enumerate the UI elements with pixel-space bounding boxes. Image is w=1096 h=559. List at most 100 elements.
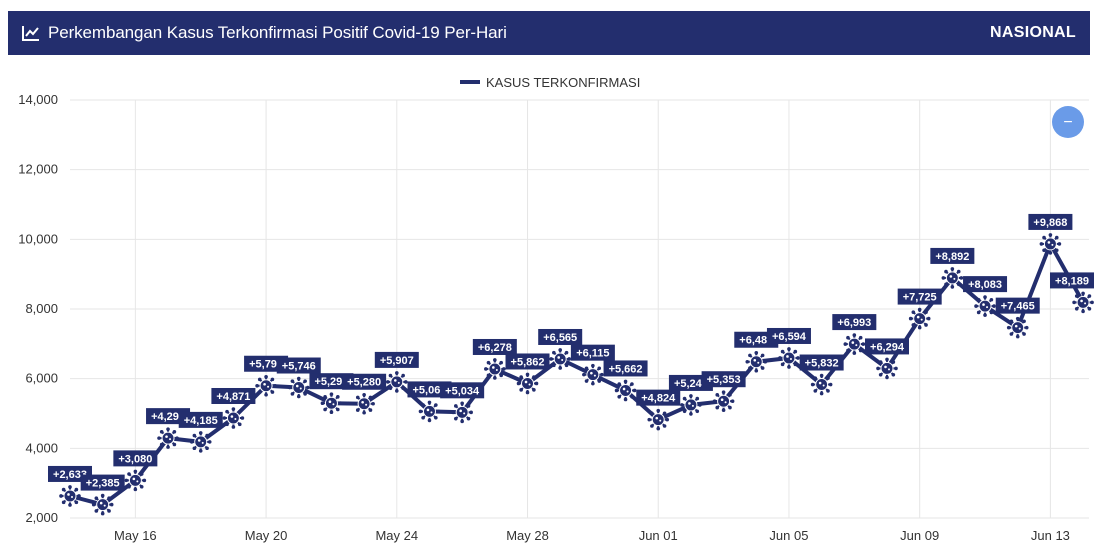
virus-marker-icon[interactable] bbox=[1039, 233, 1062, 255]
axis-labels: 2,000 4,000 6,000 8,000 10,000 12,000 14,000 Ma… bbox=[18, 92, 1070, 543]
legend[interactable]: KASUS TERKONFIRMASI bbox=[460, 75, 640, 90]
data-label-text: +5,907 bbox=[380, 355, 414, 367]
virus-marker-icon[interactable] bbox=[189, 431, 212, 453]
data-label-text: +6,294 bbox=[870, 341, 905, 353]
data-label: +6,993 bbox=[832, 314, 877, 331]
data-label-text: +5,280 bbox=[347, 377, 381, 389]
data-label-text: +7,725 bbox=[903, 292, 937, 304]
virus-marker-icon[interactable] bbox=[810, 373, 833, 396]
data-label: +7,465 bbox=[995, 297, 1040, 314]
data-label-text: +5,246 bbox=[674, 378, 708, 390]
legend-swatch bbox=[460, 80, 480, 84]
y-tick-label: 10,000 bbox=[18, 231, 58, 246]
data-label: +6,565 bbox=[538, 328, 583, 345]
data-label: +5,746 bbox=[276, 357, 321, 374]
data-label: +5,907 bbox=[374, 351, 419, 368]
x-tick-label: Jun 09 bbox=[900, 528, 939, 543]
virus-marker-icon[interactable] bbox=[908, 307, 931, 330]
series-line bbox=[69, 241, 1085, 507]
virus-marker-icon[interactable] bbox=[222, 407, 245, 429]
virus-marker-icon[interactable] bbox=[353, 392, 375, 415]
data-label-text: +5,060 bbox=[413, 384, 447, 396]
virus-marker-icon[interactable] bbox=[484, 358, 506, 380]
virus-marker-icon[interactable] bbox=[941, 267, 964, 289]
data-label: +9,868 bbox=[1028, 213, 1073, 230]
grid-lines bbox=[70, 99, 1089, 519]
x-tick-label: May 16 bbox=[114, 528, 157, 543]
data-label-text: +6,594 bbox=[772, 331, 807, 343]
data-label: +4,824 bbox=[636, 389, 681, 406]
data-label-text: +8,083 bbox=[968, 279, 1002, 291]
data-label-text: +8,892 bbox=[935, 251, 969, 263]
data-label-text: +5,034 bbox=[445, 385, 480, 397]
zoom-out-button[interactable]: − bbox=[1052, 106, 1084, 138]
virus-marker-icon[interactable] bbox=[157, 427, 179, 449]
virus-marker-icon[interactable] bbox=[614, 379, 637, 402]
series-path bbox=[69, 241, 1085, 507]
data-label-text: +2,385 bbox=[86, 478, 120, 490]
data-label: +8,189 bbox=[1050, 272, 1094, 289]
legend-label: KASUS TERKONFIRMASI bbox=[486, 75, 640, 90]
virus-marker-icon[interactable] bbox=[386, 371, 408, 393]
x-tick-label: Jun 13 bbox=[1031, 528, 1070, 543]
data-label: +6,594 bbox=[766, 327, 811, 344]
virus-marker-icon[interactable] bbox=[876, 357, 898, 380]
data-label: +4,185 bbox=[178, 411, 223, 428]
virus-marker-icon[interactable] bbox=[778, 347, 800, 369]
data-label: +8,083 bbox=[963, 276, 1008, 293]
y-tick-label: 2,000 bbox=[25, 510, 58, 525]
chart-header: Perkembangan Kasus Terkonfirmasi Positif… bbox=[8, 11, 1090, 55]
data-label-text: +5,832 bbox=[805, 358, 839, 370]
x-tick-label: May 28 bbox=[506, 528, 549, 543]
virus-marker-icon[interactable] bbox=[451, 401, 473, 424]
y-tick-label: 6,000 bbox=[25, 371, 58, 386]
virus-marker-icon[interactable] bbox=[516, 372, 539, 395]
header-title-group: Perkembangan Kasus Terkonfirmasi Positif… bbox=[22, 23, 507, 43]
virus-marker-icon[interactable] bbox=[1006, 316, 1029, 339]
virus-marker-icon[interactable] bbox=[124, 469, 147, 492]
virus-marker-icon[interactable] bbox=[843, 333, 866, 355]
virus-marker-icon[interactable] bbox=[320, 392, 343, 414]
virus-marker-icon[interactable] bbox=[287, 376, 310, 399]
data-label: +4,871 bbox=[211, 387, 256, 404]
virus-marker-icon[interactable] bbox=[712, 390, 735, 413]
data-label: +6,278 bbox=[472, 338, 517, 355]
data-label: +5,862 bbox=[505, 353, 550, 370]
data-label-text: +5,662 bbox=[609, 363, 643, 375]
data-label: +7,725 bbox=[897, 288, 942, 305]
data-label-text: +6,565 bbox=[543, 332, 577, 344]
region-label: NASIONAL bbox=[990, 24, 1076, 41]
chart-title: Perkembangan Kasus Terkonfirmasi Positif… bbox=[48, 23, 507, 42]
data-label-text: +7,465 bbox=[1001, 301, 1035, 313]
virus-marker-icon[interactable] bbox=[974, 295, 996, 317]
data-label: +6,115 bbox=[570, 344, 615, 361]
data-label: +5,034 bbox=[440, 382, 485, 399]
data-label-text: +6,993 bbox=[837, 317, 871, 329]
virus-marker-icon[interactable] bbox=[680, 394, 702, 416]
data-label: +5,353 bbox=[701, 371, 746, 388]
virus-marker-icon[interactable] bbox=[255, 374, 277, 397]
data-label-text: +4,185 bbox=[184, 415, 218, 427]
line-chart: 2,000 4,000 6,000 8,000 10,000 12,000 14,000 Ma… bbox=[18, 75, 1094, 543]
virus-marker-icon[interactable] bbox=[745, 350, 768, 373]
virus-marker-icon[interactable] bbox=[418, 400, 441, 423]
line-chart-icon bbox=[22, 26, 39, 41]
virus-marker-icon[interactable] bbox=[91, 493, 114, 516]
x-tick-label: Jun 01 bbox=[639, 528, 678, 543]
data-markers bbox=[59, 233, 1094, 516]
virus-marker-icon[interactable] bbox=[582, 363, 604, 386]
data-label-text: +4,293 bbox=[151, 411, 185, 423]
data-label: +3,080 bbox=[113, 450, 158, 467]
y-tick-label: 12,000 bbox=[18, 162, 58, 177]
virus-marker-icon[interactable] bbox=[647, 408, 670, 431]
virus-marker-icon[interactable] bbox=[59, 485, 81, 507]
virus-marker-icon[interactable] bbox=[1072, 291, 1094, 314]
data-label-text: +5,296 bbox=[314, 376, 348, 388]
virus-marker-icon[interactable] bbox=[549, 348, 571, 370]
y-tick-label: 4,000 bbox=[25, 440, 58, 455]
x-tick-label: May 24 bbox=[375, 528, 418, 543]
data-label-text: +5,862 bbox=[511, 356, 545, 368]
data-label-text: +5,797 bbox=[249, 359, 283, 371]
data-label: +2,385 bbox=[80, 474, 125, 491]
data-label: +8,892 bbox=[930, 247, 975, 264]
